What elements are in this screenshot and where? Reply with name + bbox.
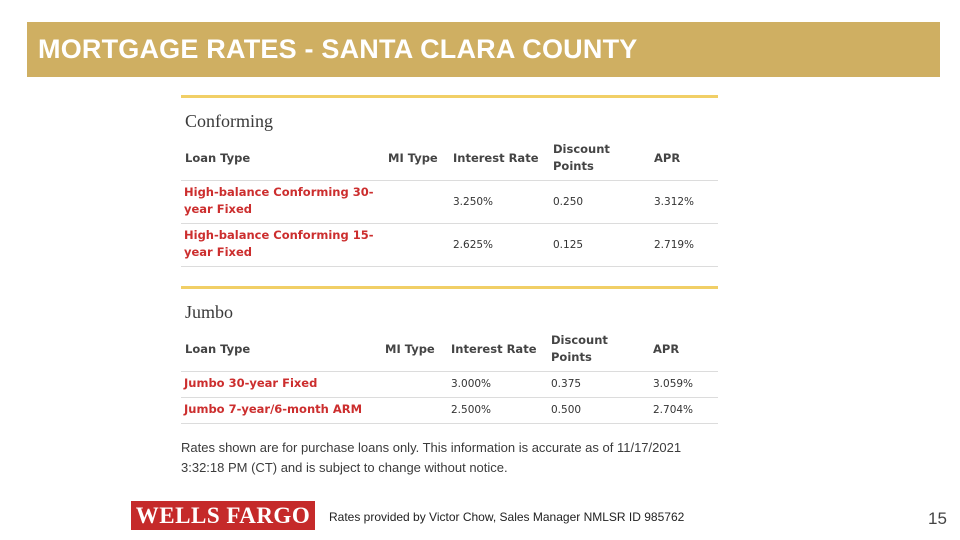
loan-type-link[interactable]: Jumbo 30-year Fixed: [184, 376, 318, 390]
discount-points-cell: 0.375: [551, 378, 582, 390]
row-divider: [181, 223, 718, 224]
col-header-loan-type: Loan Type: [185, 151, 251, 165]
footer-attribution: Rates provided by Victor Chow, Sales Man…: [329, 510, 685, 524]
apr-cell: 3.059%: [653, 378, 694, 390]
loan-type-link[interactable]: High-balance Conforming 15- year Fixed: [184, 227, 374, 261]
page-number: 15: [928, 509, 947, 528]
col-header-apr: APR: [653, 342, 680, 356]
col-header-apr: APR: [654, 151, 681, 165]
interest-rate-cell: 2.500%: [451, 404, 492, 416]
row-divider: [181, 423, 718, 424]
row-divider: [181, 397, 718, 398]
discount-points-cell: 0.125: [553, 239, 584, 251]
col-header-discount-points: Discount Points: [553, 141, 610, 175]
col-header-label: Points: [551, 350, 592, 364]
wells-fargo-logo: WELLS FARGO: [131, 501, 315, 530]
conforming-section: Conforming Loan Type MI Type Interest Ra…: [181, 95, 718, 267]
loan-type-label: High-balance Conforming 15-: [184, 228, 374, 242]
col-header-label: Discount: [551, 333, 608, 347]
col-header-label: Points: [553, 159, 594, 173]
loan-type-label: High-balance Conforming 30-: [184, 185, 374, 199]
interest-rate-cell: 3.000%: [451, 378, 492, 390]
loan-type-link[interactable]: Jumbo 7-year/6-month ARM: [184, 402, 363, 416]
col-header-interest-rate: Interest Rate: [451, 342, 537, 356]
loan-type-link[interactable]: High-balance Conforming 30- year Fixed: [184, 184, 374, 218]
row-divider: [181, 180, 718, 181]
col-header-discount-points: Discount Points: [551, 332, 608, 366]
col-header-mi-type: MI Type: [385, 342, 435, 356]
rates-disclaimer: Rates shown are for purchase loans only.…: [181, 440, 682, 475]
col-header-interest-rate: Interest Rate: [453, 151, 539, 165]
interest-rate-cell: 2.625%: [453, 239, 494, 251]
slide-title: MORTGAGE RATES - SANTA CLARA COUNTY: [38, 34, 638, 64]
section-heading: Conforming: [185, 111, 273, 131]
title-bar: MORTGAGE RATES - SANTA CLARA COUNTY: [27, 22, 940, 77]
apr-cell: 2.704%: [653, 404, 694, 416]
section-heading: Jumbo: [185, 302, 234, 322]
apr-cell: 2.719%: [654, 239, 695, 251]
section-divider: [181, 95, 718, 98]
row-divider: [181, 266, 718, 267]
logo-text: WELLS FARGO: [135, 502, 311, 528]
discount-points-cell: 0.500: [551, 404, 582, 416]
col-header-label: Discount: [553, 142, 610, 156]
jumbo-section: Jumbo Loan Type MI Type Interest Rate Di…: [181, 286, 718, 424]
loan-type-label: year Fixed: [184, 245, 252, 259]
discount-points-cell: 0.250: [553, 196, 584, 208]
apr-cell: 3.312%: [654, 196, 695, 208]
section-divider: [181, 286, 718, 289]
interest-rate-cell: 3.250%: [453, 196, 494, 208]
col-header-mi-type: MI Type: [388, 151, 438, 165]
loan-type-label: year Fixed: [184, 202, 252, 216]
col-header-loan-type: Loan Type: [185, 342, 251, 356]
row-divider: [181, 371, 718, 372]
